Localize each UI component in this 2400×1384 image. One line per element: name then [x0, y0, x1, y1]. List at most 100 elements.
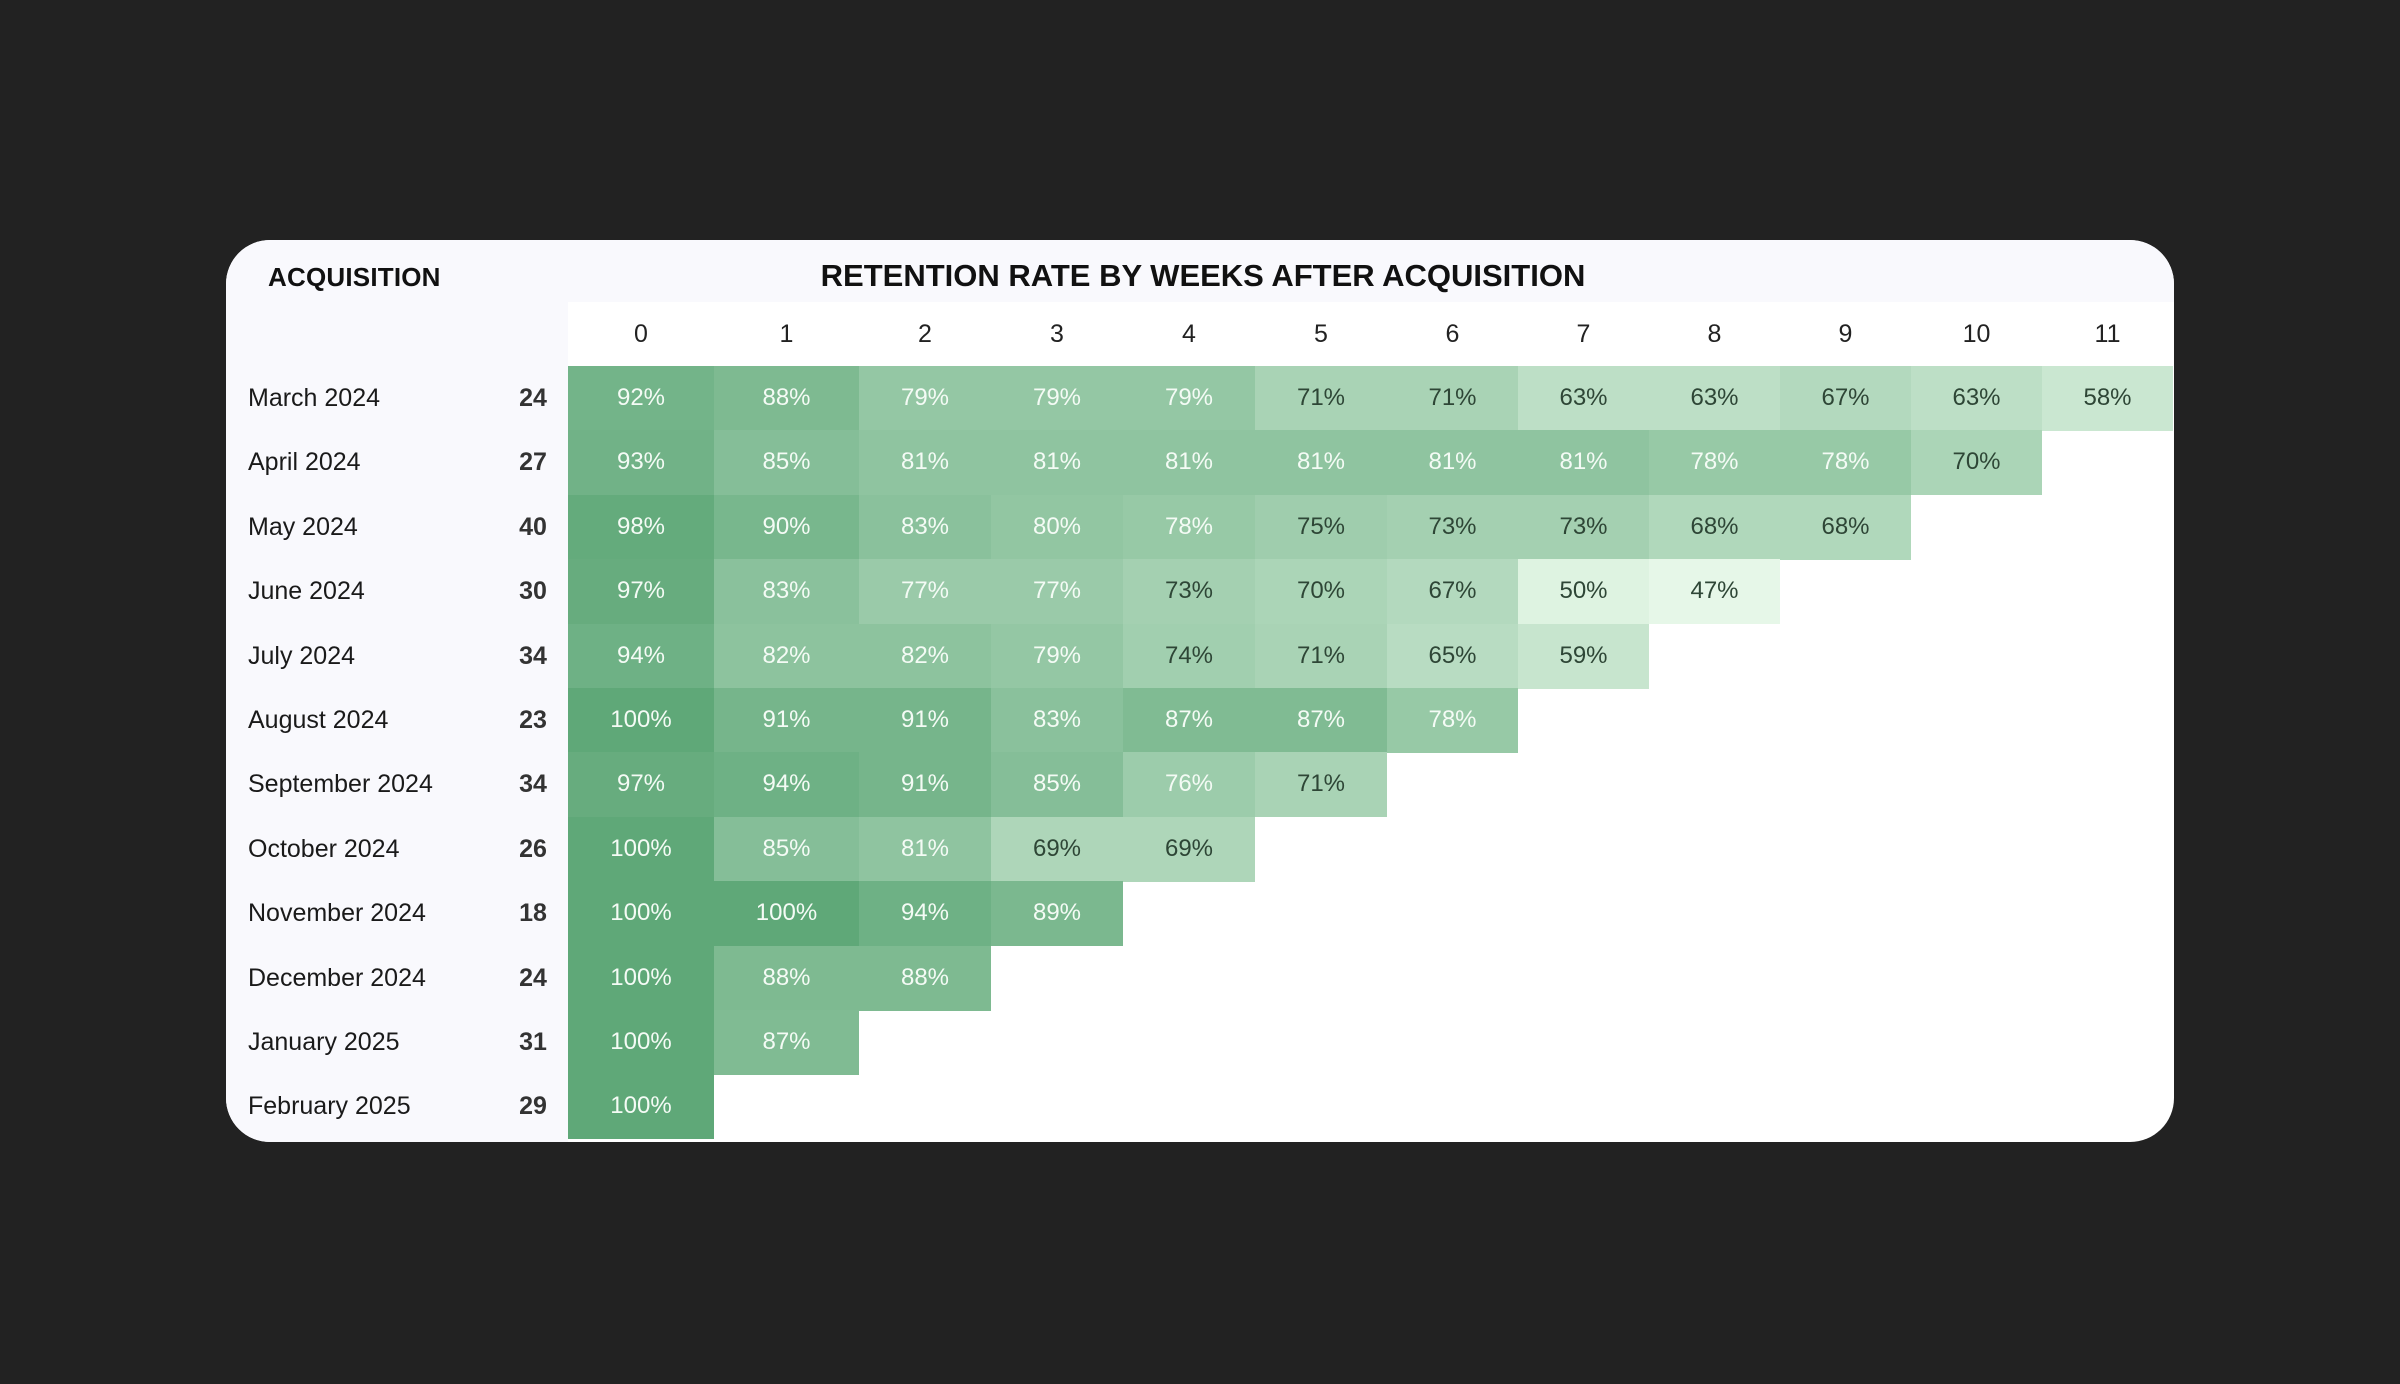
heatmap-cell: 71% — [1387, 366, 1518, 431]
heatmap-cell: 73% — [1518, 494, 1649, 560]
heatmap-cell: 81% — [859, 430, 991, 496]
cohort-count: 23 — [519, 706, 547, 734]
cohort-label: July 2024 — [248, 641, 356, 670]
heatmap-cell: 79% — [859, 366, 991, 431]
heatmap-cell: 88% — [714, 945, 859, 1011]
heatmap-cell: 94% — [568, 623, 714, 689]
heatmap-cell: 67% — [1780, 366, 1911, 431]
heatmap-cell: 74% — [1123, 623, 1255, 689]
heatmap-cell: 83% — [859, 494, 991, 560]
heatmap-cell: 88% — [859, 945, 991, 1011]
week-label-10: 10 — [1962, 320, 1991, 348]
cohort-count: 34 — [519, 770, 547, 799]
acquisition-panel — [226, 240, 568, 1142]
heatmap-cell: 69% — [991, 816, 1123, 882]
heatmap-cell: 73% — [1123, 559, 1255, 625]
heatmap-cell: 87% — [1255, 688, 1387, 753]
heatmap-cell: 88% — [714, 366, 859, 431]
header-band — [568, 240, 2174, 302]
heatmap-cell: 67% — [1387, 559, 1518, 625]
heatmap-cell: 70% — [1911, 430, 2042, 496]
week-label-6: 6 — [1445, 320, 1460, 348]
heatmap-cell: 77% — [991, 559, 1123, 625]
heatmap-cell: 85% — [714, 816, 859, 882]
heatmap-cell: 50% — [1518, 559, 1649, 625]
heatmap-cell: 65% — [1387, 623, 1518, 689]
heatmap-cell: 82% — [714, 623, 859, 689]
heatmap-cell: 83% — [714, 559, 859, 625]
week-label-9: 9 — [1838, 320, 1853, 348]
heatmap-cell: 100% — [568, 945, 714, 1011]
heatmap-cell: 94% — [859, 881, 991, 947]
heatmap-cell: 78% — [1780, 430, 1911, 496]
heatmap-cell: 91% — [859, 688, 991, 753]
heatmap-cell: 91% — [714, 688, 859, 753]
cohort-label: May 2024 — [248, 512, 358, 541]
week-label-4: 4 — [1182, 320, 1196, 348]
heatmap-cell: 75% — [1255, 494, 1387, 560]
week-label-2: 2 — [918, 320, 932, 348]
heatmap-cell: 97% — [568, 752, 714, 818]
heatmap-cell: 87% — [1123, 688, 1255, 753]
heatmap-cell: 71% — [1255, 366, 1387, 431]
cohort-count: 27 — [519, 448, 547, 477]
heatmap-cell: 63% — [1911, 366, 2042, 431]
cohort-count: 24 — [519, 384, 547, 412]
heatmap-cell: 78% — [1123, 494, 1255, 560]
heatmap-cell: 89% — [991, 881, 1123, 947]
heatmap-cell: 68% — [1649, 494, 1780, 560]
acquisition-title: ACQUISITION — [268, 262, 441, 292]
cohort-count: 34 — [519, 641, 547, 670]
cohort-count: 31 — [519, 1028, 547, 1056]
heatmap-cell: 100% — [568, 688, 714, 753]
heatmap-cell: 59% — [1518, 623, 1649, 689]
week-label-8: 8 — [1707, 320, 1722, 348]
cohort-count: 40 — [519, 512, 547, 541]
cohort-label: November 2024 — [248, 899, 426, 928]
heatmap-cell: 78% — [1387, 688, 1518, 753]
heatmap-cell: 82% — [859, 623, 991, 689]
heatmap-cell: 100% — [568, 881, 714, 947]
heatmap-cell: 81% — [1123, 430, 1255, 496]
heatmap-cell: 81% — [1518, 430, 1649, 496]
week-label-7: 7 — [1576, 320, 1591, 348]
heatmap-cell: 92% — [568, 366, 714, 431]
retention-cohort-card: ACQUISITION RETENTION RATE BY WEEKS AFTE… — [226, 240, 2174, 1142]
cohort-label: December 2024 — [248, 963, 426, 992]
cohort-label: September 2024 — [248, 770, 433, 799]
heatmap-cell: 81% — [1255, 430, 1387, 496]
heatmap-cell: 90% — [714, 494, 859, 560]
heatmap-cell: 97% — [568, 559, 714, 625]
heatmap-cell: 93% — [568, 430, 714, 496]
cohort-label: October 2024 — [248, 834, 400, 863]
heatmap-cell: 85% — [714, 430, 859, 496]
heatmap-cell: 71% — [1255, 623, 1387, 689]
heatmap-cell: 81% — [1387, 430, 1518, 496]
cohort-count: 18 — [519, 899, 547, 928]
heatmap-cell: 63% — [1649, 366, 1780, 431]
week-label-5: 5 — [1314, 320, 1328, 348]
heatmap-cell: 69% — [1123, 816, 1255, 882]
heatmap-cell: 78% — [1649, 430, 1780, 496]
week-label-11: 11 — [2094, 320, 2121, 348]
heatmap-cell: 71% — [1255, 752, 1387, 818]
cohort-count: 24 — [519, 963, 547, 992]
cohort-label: March 2024 — [248, 384, 381, 412]
heatmap-cell: 58% — [2042, 366, 2173, 431]
heatmap-cell: 77% — [859, 559, 991, 625]
heatmap-cell: 68% — [1780, 494, 1911, 560]
heatmap-cell: 79% — [1123, 366, 1255, 431]
week-label-1: 1 — [779, 320, 794, 348]
cohort-label: August 2024 — [248, 706, 389, 734]
cohort-label: April 2024 — [248, 448, 361, 477]
heatmap-cell: 87% — [714, 1010, 859, 1075]
heatmap-cell: 63% — [1518, 366, 1649, 431]
week-label-3: 3 — [1050, 320, 1064, 348]
heatmap-cell: 100% — [568, 1074, 714, 1140]
cohort-label: January 2025 — [248, 1028, 400, 1056]
heatmap-cell: 81% — [859, 816, 991, 882]
heatmap-cell: 79% — [991, 366, 1123, 431]
cohort-label: June 2024 — [248, 577, 365, 606]
heatmap-cell: 76% — [1123, 752, 1255, 818]
cohort-count: 30 — [519, 577, 547, 606]
